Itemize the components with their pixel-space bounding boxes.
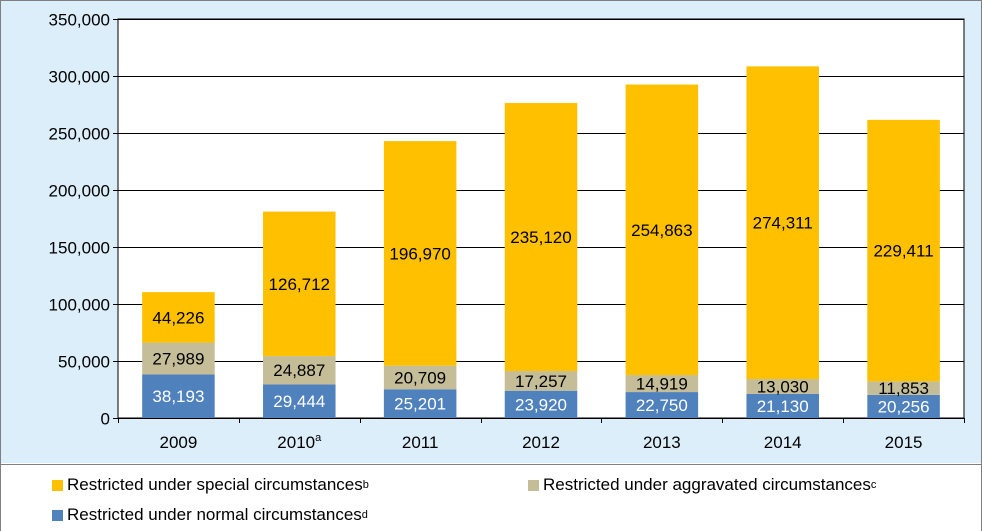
y-tick-label: 300,000 xyxy=(49,68,110,87)
data-label: 20,709 xyxy=(394,368,446,387)
data-label: 25,201 xyxy=(394,395,446,414)
legend-swatch xyxy=(52,509,63,521)
bar-segment xyxy=(142,292,215,343)
bar-segment xyxy=(625,84,699,376)
data-label: 229,411 xyxy=(873,242,933,261)
legend-label: Restricted under aggravated circumstance… xyxy=(543,475,871,494)
x-tick-label: 2013 xyxy=(643,433,681,452)
bar-segment xyxy=(746,379,819,394)
bar-segment xyxy=(746,393,819,418)
bar-segment xyxy=(504,103,578,372)
bar-segment xyxy=(383,389,457,418)
bar-segment xyxy=(263,211,336,357)
data-label: 274,311 xyxy=(753,214,813,233)
data-label: 11,853 xyxy=(878,379,929,398)
x-tick-label: 2011 xyxy=(402,433,439,452)
y-tick-label: 100,000 xyxy=(49,296,110,315)
data-label: 38,193 xyxy=(152,387,204,406)
bar-segment xyxy=(867,119,940,382)
y-tick-label: 150,000 xyxy=(49,239,110,258)
axes: 0 50,000 100,000 150,000 200,000 250,000 300,0… xyxy=(49,11,965,452)
data-label: 235,120 xyxy=(510,228,571,247)
legend-label: Restricted under special circumstances xyxy=(67,475,363,494)
y-tick-label: 350,000 xyxy=(49,11,110,30)
bar-segment xyxy=(625,392,699,418)
chart-plot: 0 50,000 100,000 150,000 200,000 250,000 300,0… xyxy=(49,11,965,452)
legend-item: Restricted under special circumstances b xyxy=(52,475,369,495)
bar-segment xyxy=(504,390,578,418)
data-label: 21,130 xyxy=(757,397,809,416)
x-tick-label: 2014 xyxy=(764,433,802,452)
data-label: 196,970 xyxy=(389,244,450,263)
x-tick-label: 2012 xyxy=(522,433,560,452)
data-label: 23,920 xyxy=(515,395,567,414)
legend-label: Restricted under normal circumstances xyxy=(67,505,362,524)
bar-segment xyxy=(625,375,699,393)
legend: Restricted under special circumstances b R… xyxy=(1,464,981,531)
y-tick-label: 0 xyxy=(101,410,110,429)
legend-item: Restricted under aggravated circumstance… xyxy=(528,475,876,495)
y-tick-label: 200,000 xyxy=(49,182,110,201)
data-label: 29,444 xyxy=(273,392,325,411)
x-tick-label: 2010a xyxy=(277,432,322,452)
bar-segment xyxy=(142,374,215,418)
legend-item: Restricted under normal circumstances d xyxy=(52,505,368,525)
bar-segment xyxy=(383,365,457,390)
data-label: 24,887 xyxy=(273,361,325,380)
data-label: 126,712 xyxy=(269,275,330,294)
bar-segment xyxy=(504,371,578,391)
data-label: 17,257 xyxy=(515,372,567,391)
y-tick-label: 250,000 xyxy=(49,125,110,144)
bar-segment xyxy=(263,384,336,418)
bars xyxy=(142,66,940,418)
bar-segment xyxy=(142,342,215,375)
data-label: 22,750 xyxy=(636,396,688,415)
bar-segment xyxy=(263,356,336,385)
legend-swatch xyxy=(528,479,539,491)
bar-segment xyxy=(746,66,819,380)
data-labels: 38,193 27,989 44,226 29,444 24,887 126,712 25,… xyxy=(152,214,933,417)
x-tick-label: 2015 xyxy=(885,433,923,452)
data-label: 20,256 xyxy=(878,397,930,416)
data-label: 254,863 xyxy=(631,221,692,240)
bar-segment xyxy=(867,394,940,418)
bar-segment xyxy=(383,141,457,366)
data-label: 44,226 xyxy=(152,308,204,327)
x-tick-label: 2009 xyxy=(160,433,198,452)
data-label: 13,030 xyxy=(757,377,809,396)
bar-segment xyxy=(867,381,940,395)
data-label: 14,919 xyxy=(636,375,688,394)
y-tick-label: 50,000 xyxy=(58,353,110,372)
legend-swatch xyxy=(52,479,63,491)
data-label: 27,989 xyxy=(152,350,204,369)
